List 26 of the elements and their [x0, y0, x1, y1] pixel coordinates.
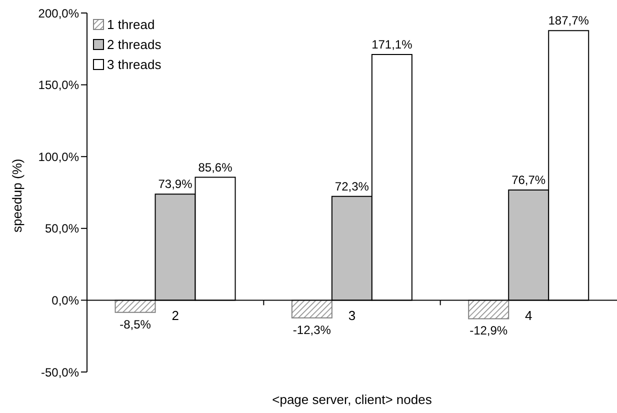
y-tick-label: 200,0%	[38, 6, 80, 20]
data-label: -12,3%	[292, 322, 332, 337]
legend-label: 1 thread	[107, 16, 155, 32]
x-tick-label: 4	[525, 308, 532, 324]
bar	[468, 300, 510, 320]
y-tick-label: -50,0%	[40, 365, 80, 380]
bar	[291, 300, 332, 318]
data-label: 73,9%	[158, 177, 193, 192]
data-label: 171,1%	[372, 38, 413, 52]
bar	[114, 300, 156, 313]
legend-label: 2 threads	[107, 36, 162, 52]
data-label: -8,5%	[120, 317, 152, 332]
x-tick-label: 2	[172, 308, 179, 324]
x-axis-title: <page server, client> nodes	[272, 392, 432, 407]
legend-label: 3 threads	[107, 56, 162, 72]
x-tick-label: 3	[348, 308, 356, 324]
data-label: 187,7%	[548, 14, 590, 28]
y-tick-label: 150,0%	[38, 78, 80, 92]
data-label: 76,7%	[512, 173, 546, 188]
y-tick-label: 50,0%	[44, 222, 80, 236]
data-label: -12,9%	[470, 324, 508, 338]
data-label: 72,3%	[334, 179, 370, 194]
y-axis-title: speedup (%)	[10, 158, 25, 232]
data-label: 85,6%	[198, 160, 233, 174]
y-tick-label: 0,0%	[52, 293, 80, 308]
y-tick-label: 100,0%	[38, 150, 80, 164]
